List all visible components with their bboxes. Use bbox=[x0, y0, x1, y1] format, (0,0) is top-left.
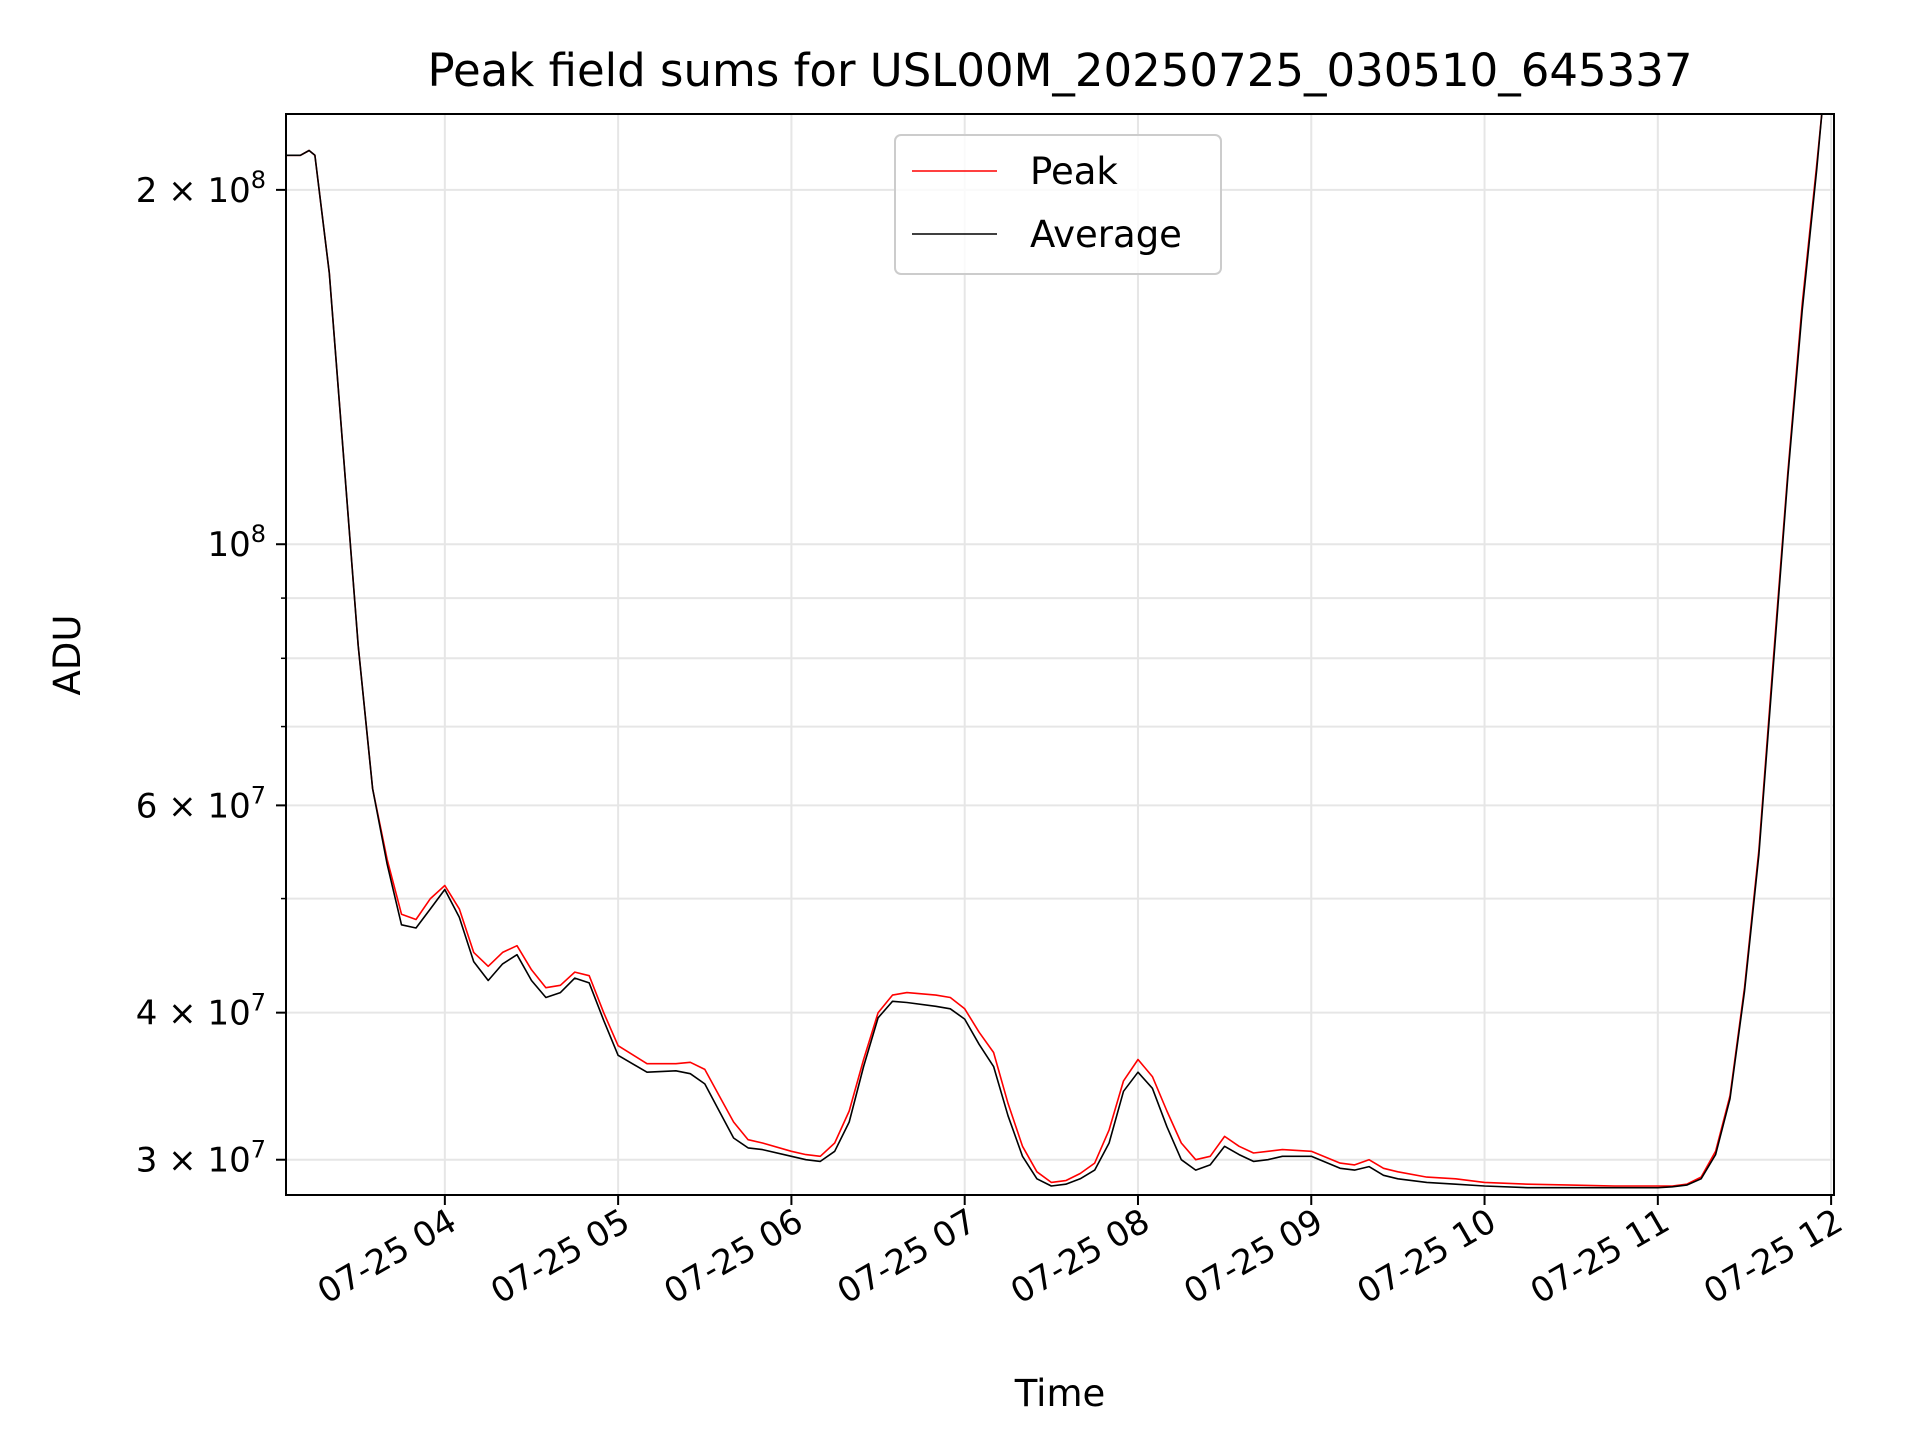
y-axis-ticks: 2 × 108 108 6 × 107 4 × 107 3 × 107 bbox=[136, 166, 286, 1181]
series-lines bbox=[286, 114, 1823, 1189]
chart-title: Peak field sums for USL00M_20250725_0305… bbox=[427, 44, 1692, 97]
y-tick-label: 2 × 108 bbox=[136, 166, 266, 211]
y-axis-label: ADU bbox=[46, 615, 89, 696]
y-tick-label: 108 bbox=[207, 520, 266, 565]
series-line-peak bbox=[286, 114, 1823, 1187]
legend: Peak Average bbox=[894, 134, 1222, 275]
x-axis-label: Time bbox=[1014, 1372, 1106, 1415]
legend-box bbox=[894, 134, 1222, 275]
plot-area-frame bbox=[285, 113, 1835, 1196]
legend-label-peak: Peak bbox=[1030, 150, 1118, 193]
legend-label-average: Average bbox=[1030, 213, 1182, 256]
y-tick-label: 4 × 107 bbox=[136, 989, 266, 1034]
series-line-average bbox=[286, 114, 1823, 1189]
y-tick-label: 3 × 107 bbox=[136, 1136, 266, 1181]
y-tick-label: 6 × 107 bbox=[136, 781, 266, 826]
